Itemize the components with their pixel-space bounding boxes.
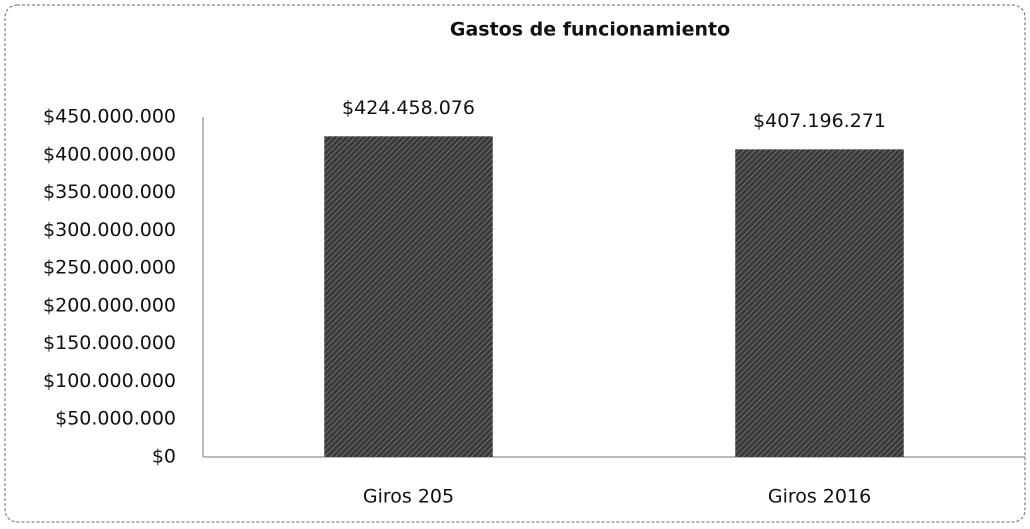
y-tick-label: $200.000.000 — [43, 294, 176, 316]
data-label: $407.196.271 — [753, 110, 886, 132]
x-tick-label: Giros 205 — [363, 486, 454, 508]
y-tick-label: $350.000.000 — [43, 181, 176, 203]
y-tick-label: $100.000.000 — [43, 370, 176, 392]
chart-title: Gastos de funcionamiento — [450, 19, 730, 41]
y-tick-label: $150.000.000 — [43, 332, 176, 354]
bar — [735, 149, 904, 458]
y-tick-label: $250.000.000 — [43, 257, 176, 279]
y-tick-label: $50.000.000 — [55, 408, 176, 430]
y-tick-label: $450.000.000 — [43, 106, 176, 128]
y-tick-label: $0 — [152, 446, 176, 468]
x-tick-label: Giros 2016 — [768, 486, 871, 508]
y-tick-label: $400.000.000 — [43, 143, 176, 165]
bar — [324, 136, 493, 457]
data-label: $424.458.076 — [342, 97, 475, 119]
y-tick-label: $300.000.000 — [43, 219, 176, 241]
chart-border — [4, 4, 1026, 523]
